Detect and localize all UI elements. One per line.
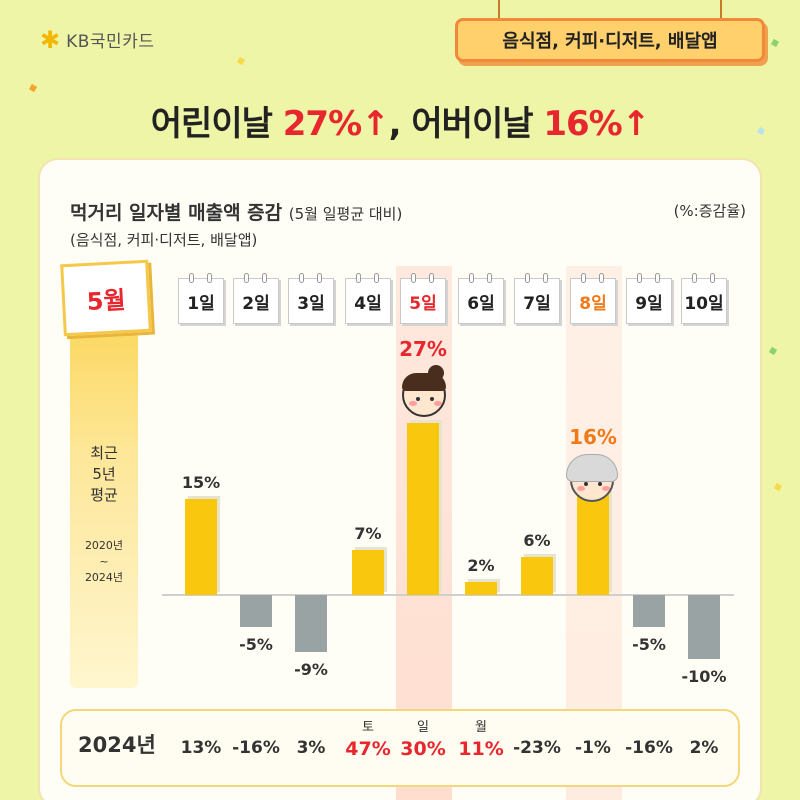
value-label-day-2: -5% [239, 634, 273, 654]
value-label-day-7: 6% [523, 530, 551, 550]
calendar-day-6: 6일 [458, 273, 504, 324]
chart-title-main: 먹거리 일자별 매출액 증감 [70, 202, 283, 224]
calendar-day-2: 2일 [233, 273, 279, 324]
bar-day-9 [633, 595, 665, 627]
calendar-ring-icon [262, 273, 267, 283]
value-label-day-9: -5% [632, 634, 666, 654]
month-column [70, 270, 138, 688]
value-label-day-10: -10% [681, 666, 727, 686]
weekday-label-day-6: 월 [475, 720, 487, 735]
bar-day-10 [688, 595, 720, 659]
year-2024-value-day-1: 13% [180, 738, 222, 758]
headline-text-2: , 어버이날 [388, 104, 544, 144]
calendar-ring-icon [189, 273, 194, 283]
value-label-day-5: 27% [399, 337, 447, 361]
confetti [236, 56, 246, 66]
year-range-note: 2020년 ~ 2024년 [70, 538, 138, 586]
bar-day-4 [352, 550, 384, 595]
grandparent-face-icon [566, 454, 618, 502]
recent-average-note: 최근 5년 평균 [70, 443, 138, 506]
zero-baseline [162, 594, 734, 596]
month-badge: 5월 [60, 259, 152, 337]
calendar-ring-icon [429, 273, 434, 283]
note-line-1: 최근 [90, 444, 118, 462]
calendar-ring-icon [411, 273, 416, 283]
weekday-label-day-5: 일 [417, 720, 429, 735]
value-label-day-1: 15% [181, 473, 221, 493]
calendar-ring-icon [317, 273, 322, 283]
calendar-ring-icon [244, 273, 249, 283]
years-from: 2020년 [84, 539, 124, 552]
year-2024-value-day-7: -23% [513, 738, 561, 758]
bar-day-8 [577, 493, 609, 595]
kb-logo: ✱ KB국민카드 [40, 25, 155, 54]
year-2024-value-day-6: 11% [458, 738, 504, 760]
category-tag: 음식점, 커피·디저트, 배달앱 [455, 18, 765, 62]
chart-unit-label: (%:증감율) [673, 202, 746, 220]
value-label-day-8: 16% [569, 425, 617, 449]
confetti [768, 346, 778, 356]
bar-day-1 [185, 499, 217, 595]
calendar-ring-icon [543, 273, 548, 283]
confetti [773, 482, 783, 492]
calendar-ring-icon [299, 273, 304, 283]
calendar-ring-icon [356, 273, 361, 283]
calendar-day-9: 9일 [626, 273, 672, 324]
calendar-ring-icon [637, 273, 642, 283]
confetti [770, 38, 780, 48]
calendar-day-5: 5일 [400, 273, 446, 324]
calendar-day-3: 3일 [288, 273, 334, 324]
tag-string-right [720, 0, 722, 20]
chart-title-note: (5월 일평균 대비) [288, 205, 403, 223]
headline-value-2: 16%↑ [543, 104, 650, 144]
chart-subtitle: (음식점, 커피·디저트, 배달앱) [70, 231, 258, 249]
headline-text-1: 어린이날 [150, 104, 283, 144]
headline: 어린이날 27%↑, 어버이날 16%↑ [0, 96, 800, 145]
note-line-2: 5년 [92, 465, 116, 483]
bar-day-5 [407, 423, 439, 595]
bar-day-6 [465, 582, 497, 595]
year-2024-value-day-5: 30% [400, 738, 446, 760]
calendar-day-4: 4일 [345, 273, 391, 324]
confetti [28, 83, 38, 93]
bar-day-2 [240, 595, 272, 627]
calendar-ring-icon [710, 273, 715, 283]
calendar-day-8: 8일 [570, 273, 616, 324]
calendar-ring-icon [581, 273, 586, 283]
year-2024-value-day-10: 2% [689, 738, 719, 758]
chart-title: 먹거리 일자별 매출액 증감 (5월 일평균 대비) [70, 198, 402, 225]
bar-day-7 [521, 556, 553, 595]
headline-value-1: 27%↑ [282, 104, 390, 144]
calendar-day-7: 7일 [514, 273, 560, 324]
value-label-day-6: 2% [467, 556, 495, 576]
star-logo-icon: ✱ [40, 25, 61, 54]
calendar-ring-icon [599, 273, 604, 283]
year-2024-value-day-9: -16% [625, 738, 673, 758]
calendar-ring-icon [655, 273, 660, 283]
year-2024-value-day-4: 47% [345, 738, 391, 760]
calendar-ring-icon [469, 273, 474, 283]
years-to: 2024년 [84, 571, 124, 584]
value-label-day-4: 7% [354, 524, 382, 544]
year-2024-label: 2024년 [78, 733, 156, 757]
calendar-ring-icon [525, 273, 530, 283]
year-2024-row [60, 709, 740, 787]
year-2024-value-day-2: -16% [232, 738, 280, 758]
tag-string-left [498, 0, 500, 20]
calendar-ring-icon [207, 273, 212, 283]
bar-day-3 [295, 595, 327, 653]
calendar-ring-icon [487, 273, 492, 283]
year-2024-value-day-8: -1% [575, 738, 611, 758]
calendar-ring-icon [692, 273, 697, 283]
logo-text: KB국민카드 [66, 32, 155, 52]
calendar-ring-icon [374, 273, 379, 283]
note-line-3: 평균 [90, 486, 118, 504]
years-tilde: ~ [99, 555, 109, 568]
year-2024-value-day-3: 3% [296, 738, 326, 758]
calendar-day-10: 10일 [681, 273, 727, 324]
value-label-day-3: -9% [294, 660, 328, 680]
child-face-icon [402, 365, 446, 417]
calendar-day-1: 1일 [178, 273, 224, 324]
weekday-label-day-4: 토 [362, 720, 374, 735]
